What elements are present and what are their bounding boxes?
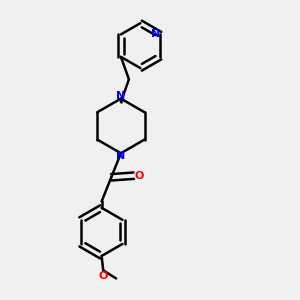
Text: N: N (116, 91, 125, 101)
Text: O: O (135, 171, 144, 181)
Text: N: N (116, 151, 125, 161)
Text: O: O (99, 271, 108, 281)
Text: N: N (152, 29, 160, 39)
